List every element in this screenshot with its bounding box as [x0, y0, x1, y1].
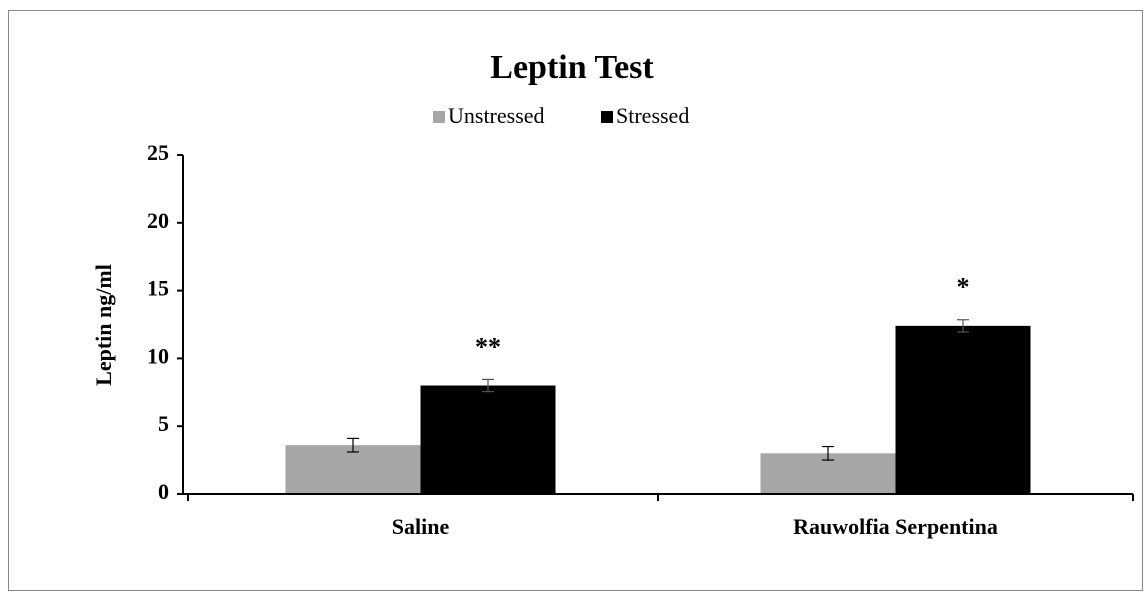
chart-title: Leptin Test: [490, 49, 654, 86]
error-bar: [957, 319, 969, 333]
y-tick-label: 10: [147, 343, 169, 368]
bar: [420, 385, 556, 494]
x-tick-label: Rauwolfia Serpentina: [793, 514, 998, 539]
y-tick-label: 25: [147, 140, 169, 165]
error-bar: [482, 378, 494, 393]
y-axis-label: Leptin ng/ml: [91, 264, 116, 386]
annotation: **: [475, 332, 501, 361]
error-bar: [347, 437, 359, 453]
bar: [285, 445, 421, 494]
legend-label: Stressed: [616, 103, 689, 128]
chart-frame: [8, 10, 1143, 591]
y-tick-label: 0: [158, 479, 169, 504]
annotation: *: [957, 273, 970, 302]
x-tick-label: Saline: [392, 514, 450, 539]
legend-swatch: [601, 111, 613, 123]
legend-label: Unstressed: [448, 103, 545, 128]
y-tick-label: 5: [158, 411, 169, 436]
y-tick-label: 20: [147, 208, 169, 233]
error-bar: [822, 445, 834, 461]
bar: [895, 325, 1031, 494]
legend: Unstressed Stressed: [433, 103, 689, 128]
legend-swatch: [433, 111, 445, 123]
y-tick-label: 15: [147, 276, 169, 301]
